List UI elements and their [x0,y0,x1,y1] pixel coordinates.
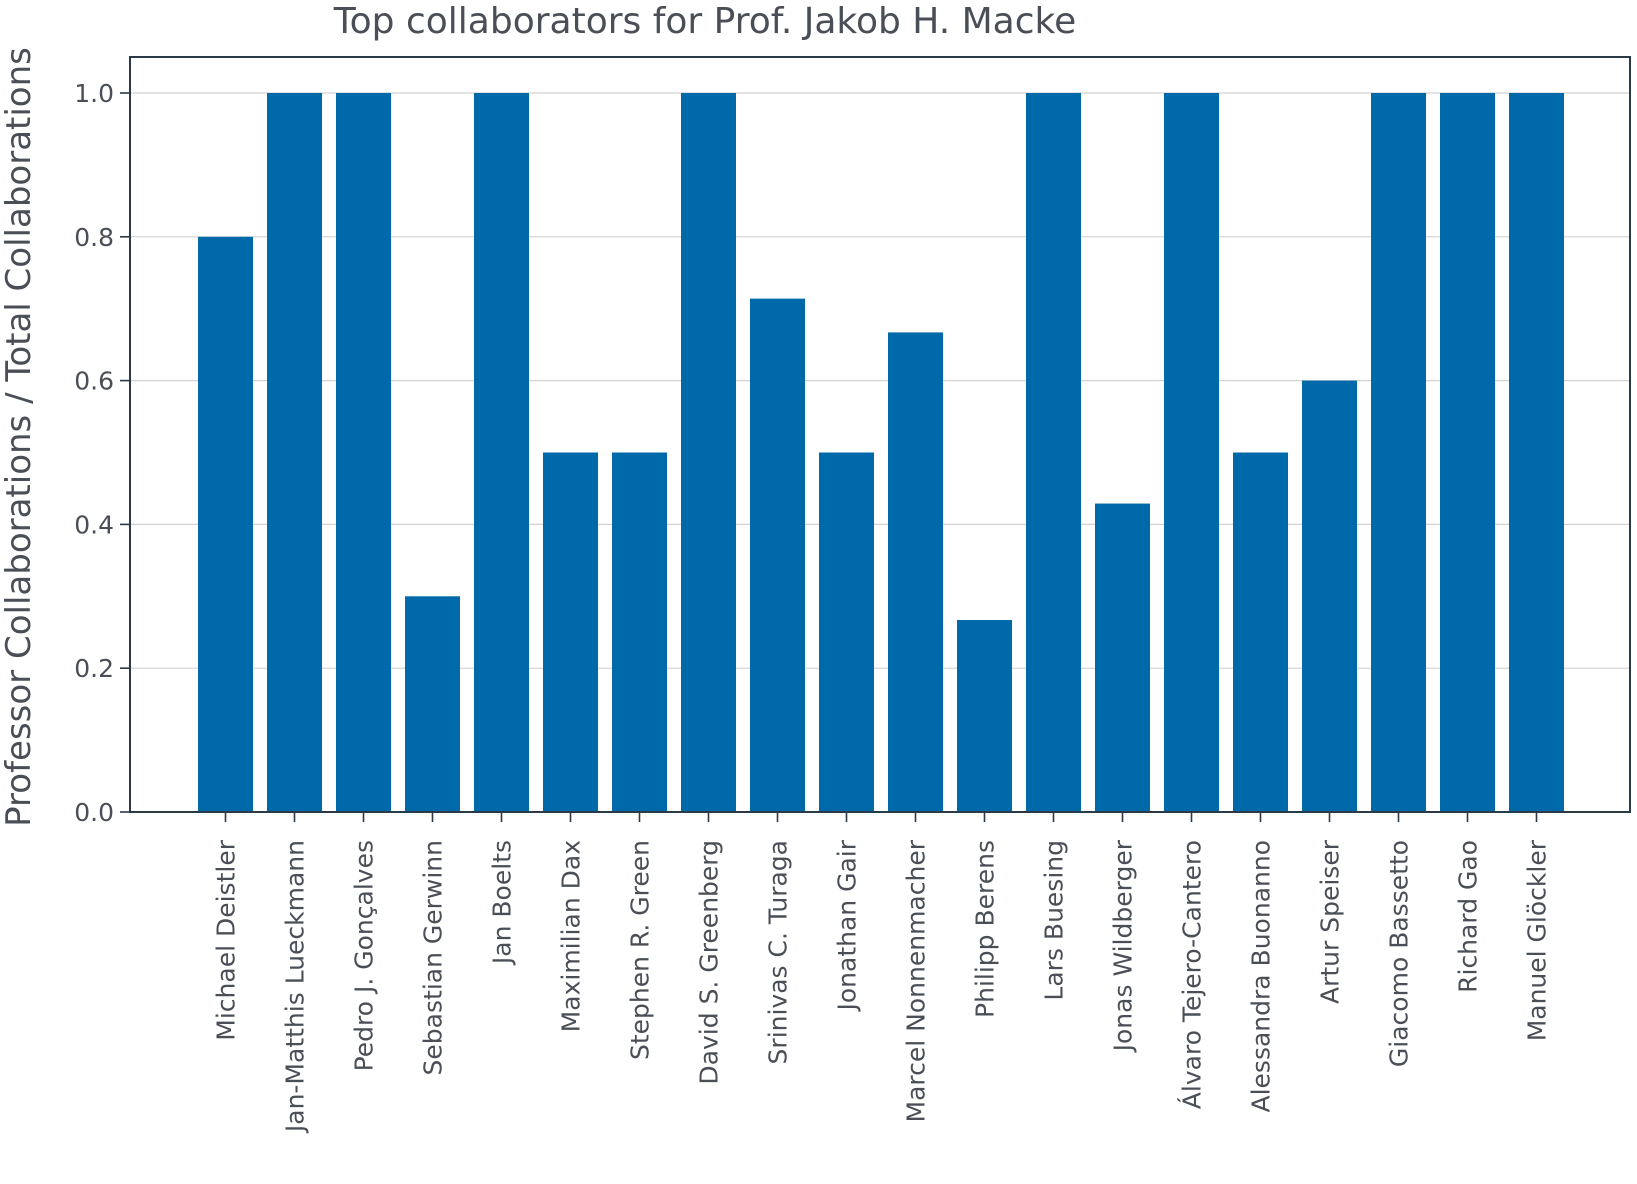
bar [957,620,1012,812]
x-axis: Michael Deistler Jan-Matthis Lueckmann Ped… [212,812,1552,1134]
x-tick-label: Richard Gao [1454,840,1483,993]
plot-frame [129,56,1631,813]
y-tick-label: 1.0 [74,79,114,108]
bar [1095,503,1150,812]
y-axis-label: Professor Collaborations / Total Collabo… [0,47,39,827]
x-tick-label: Pedro J. Gonçalves [350,840,379,1071]
y-tick-label: 0.4 [74,510,114,539]
bar [750,298,805,812]
x-tick-label: Álvaro Tejero-Cantero [1178,840,1207,1109]
x-tick-label: David S. Greenberg [695,840,724,1085]
x-tick-label: Lars Buesing [1040,840,1069,1001]
bar [1302,380,1357,812]
x-tick-label: Jonas Wildberger [1109,839,1138,1053]
bar [612,452,667,812]
y-tick-label: 0.6 [74,367,114,396]
bar [543,452,598,812]
bar [1233,452,1288,812]
x-tick-label: Jan Boelts [488,840,517,966]
x-tick-label: Philipp Berens [971,840,1000,1018]
x-tick-label: Michael Deistler [212,839,241,1040]
chart-title: Top collaborators for Prof. Jakob H. Mac… [333,1,1076,42]
y-tick-label: 0.2 [74,654,114,683]
bar [405,596,460,812]
bar [1509,93,1564,812]
bars [198,93,1564,813]
bar [336,93,391,812]
x-tick-label: Giacomo Bassetto [1385,840,1414,1067]
bar [681,93,736,812]
bar [1440,93,1495,812]
x-tick-label: Srinivas C. Turaga [764,840,793,1064]
bar [1026,93,1081,812]
bar [267,93,322,812]
x-tick-label: Manuel Glöckler [1523,839,1552,1041]
x-tick-label: Sebastian Gerwinn [419,840,448,1075]
x-tick-label: Artur Speiser [1316,839,1345,1004]
bar [198,236,253,813]
bar [1371,93,1426,812]
bar [474,93,529,812]
x-tick-label: Jan-Matthis Lueckmann [281,840,310,1134]
x-tick-label: Alessandra Buonanno [1247,840,1276,1113]
y-tick-label: 0.0 [74,798,114,827]
x-tick-label: Marcel Nonnenmacher [902,839,931,1122]
x-tick-label: Maximilian Dax [557,840,586,1032]
x-tick-label: Jonathan Gair [833,839,862,1012]
y-tick-label: 0.8 [74,223,114,252]
y-axis: 0.0 0.2 0.4 0.6 0.8 1.0 [74,79,130,827]
x-tick-label: Stephen R. Green [626,840,655,1060]
bar [888,332,943,812]
bar [819,452,874,812]
bar [1164,93,1219,812]
